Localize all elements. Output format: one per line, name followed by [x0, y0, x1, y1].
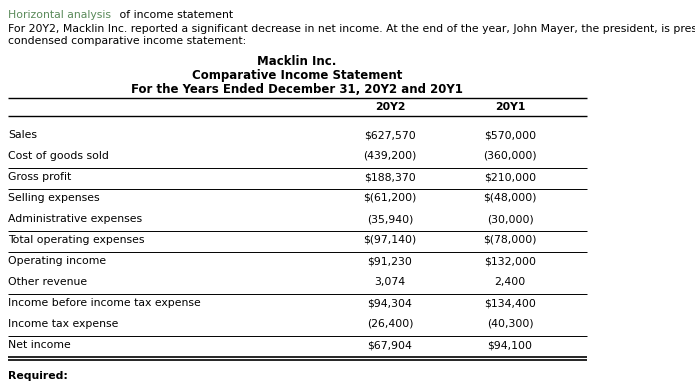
Text: $94,304: $94,304 [368, 298, 412, 308]
Text: $94,100: $94,100 [487, 340, 532, 350]
Text: 20Y2: 20Y2 [375, 102, 405, 112]
Text: Cost of goods sold: Cost of goods sold [8, 151, 109, 161]
Text: Required:: Required: [8, 371, 68, 381]
Text: For the Years Ended December 31, 20Y2 and 20Y1: For the Years Ended December 31, 20Y2 an… [131, 83, 463, 96]
Text: Total operating expenses: Total operating expenses [8, 235, 145, 245]
Text: Administrative expenses: Administrative expenses [8, 214, 142, 224]
Text: Comparative Income Statement: Comparative Income Statement [192, 69, 402, 82]
Text: Gross profit: Gross profit [8, 172, 72, 182]
Text: of income statement: of income statement [116, 10, 233, 20]
Text: For 20Y2, Macklin Inc. reported a significant decrease in net income. At the end: For 20Y2, Macklin Inc. reported a signif… [8, 24, 695, 34]
Text: Horizontal analysis: Horizontal analysis [8, 10, 111, 20]
Text: Sales: Sales [8, 130, 37, 140]
Text: $132,000: $132,000 [484, 256, 536, 266]
Text: $91,230: $91,230 [368, 256, 412, 266]
Text: Macklin Inc.: Macklin Inc. [257, 55, 336, 68]
Text: $(97,140): $(97,140) [363, 235, 416, 245]
Text: (26,400): (26,400) [367, 319, 414, 329]
Text: 20Y1: 20Y1 [495, 102, 525, 112]
Text: $627,570: $627,570 [364, 130, 416, 140]
Text: (360,000): (360,000) [483, 151, 537, 161]
Text: $210,000: $210,000 [484, 172, 536, 182]
Text: $67,904: $67,904 [368, 340, 412, 350]
Text: $(78,000): $(78,000) [483, 235, 537, 245]
Text: Operating income: Operating income [8, 256, 106, 266]
Text: Selling expenses: Selling expenses [8, 193, 99, 203]
Text: $188,370: $188,370 [364, 172, 416, 182]
Text: $134,400: $134,400 [484, 298, 536, 308]
Text: Income tax expense: Income tax expense [8, 319, 118, 329]
Text: (35,940): (35,940) [367, 214, 414, 224]
Text: 2,400: 2,400 [494, 277, 525, 287]
Text: (439,200): (439,200) [363, 151, 417, 161]
Text: $570,000: $570,000 [484, 130, 536, 140]
Text: Income before income tax expense: Income before income tax expense [8, 298, 201, 308]
Text: Other revenue: Other revenue [8, 277, 87, 287]
Text: (30,000): (30,000) [486, 214, 533, 224]
Text: (40,300): (40,300) [486, 319, 533, 329]
Text: condensed comparative income statement:: condensed comparative income statement: [8, 36, 246, 46]
Text: $(48,000): $(48,000) [483, 193, 537, 203]
Text: 3,074: 3,074 [375, 277, 406, 287]
Text: Net income: Net income [8, 340, 71, 350]
Text: $(61,200): $(61,200) [363, 193, 417, 203]
